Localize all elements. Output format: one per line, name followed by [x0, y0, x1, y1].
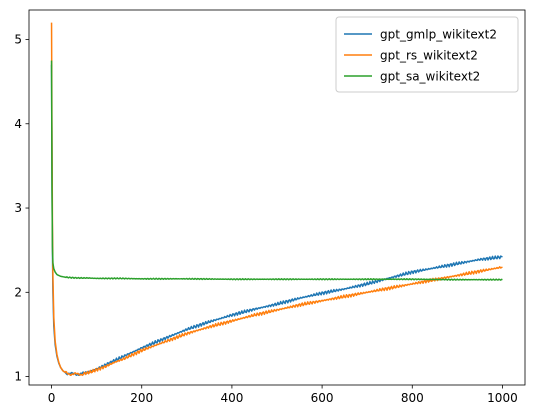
legend: gpt_gmlp_wikitext2 gpt_rs_wikitext2 gpt_sa…: [335, 16, 519, 93]
y-tick-label: 2: [14, 285, 22, 299]
y-tick-label: 3: [14, 201, 22, 215]
x-tick-label: 600: [311, 391, 334, 405]
x-tick-label: 800: [401, 391, 424, 405]
series-line-gpt-gmlp-wikitext2: [50, 64, 503, 377]
legend-box: [335, 16, 519, 93]
axes-frame: [28, 9, 526, 386]
series-line-gpt-rs-wikitext2: [50, 22, 503, 377]
x-tick-label: 0: [48, 391, 56, 405]
legend-label-gpt-rs-wikitext2: gpt_rs_wikitext2: [380, 49, 478, 63]
legend-label-gpt-sa-wikitext2: gpt_sa_wikitext2: [380, 70, 480, 84]
y-tick-label: 1: [14, 370, 22, 384]
x-tick-label: 400: [220, 391, 243, 405]
series-layer: [50, 22, 503, 377]
y-tick-label: 5: [14, 32, 22, 46]
x-tick-label: 200: [130, 391, 153, 405]
x-tick-label: 1000: [487, 391, 518, 405]
axes-layer: 0 200 400 600 800 1000 1 2 3 4 5: [14, 9, 526, 405]
legend-label-gpt-gmlp-wikitext2: gpt_gmlp_wikitext2: [380, 28, 497, 42]
y-tick-label: 4: [14, 117, 22, 131]
series-line-gpt-sa-wikitext2: [50, 60, 503, 281]
